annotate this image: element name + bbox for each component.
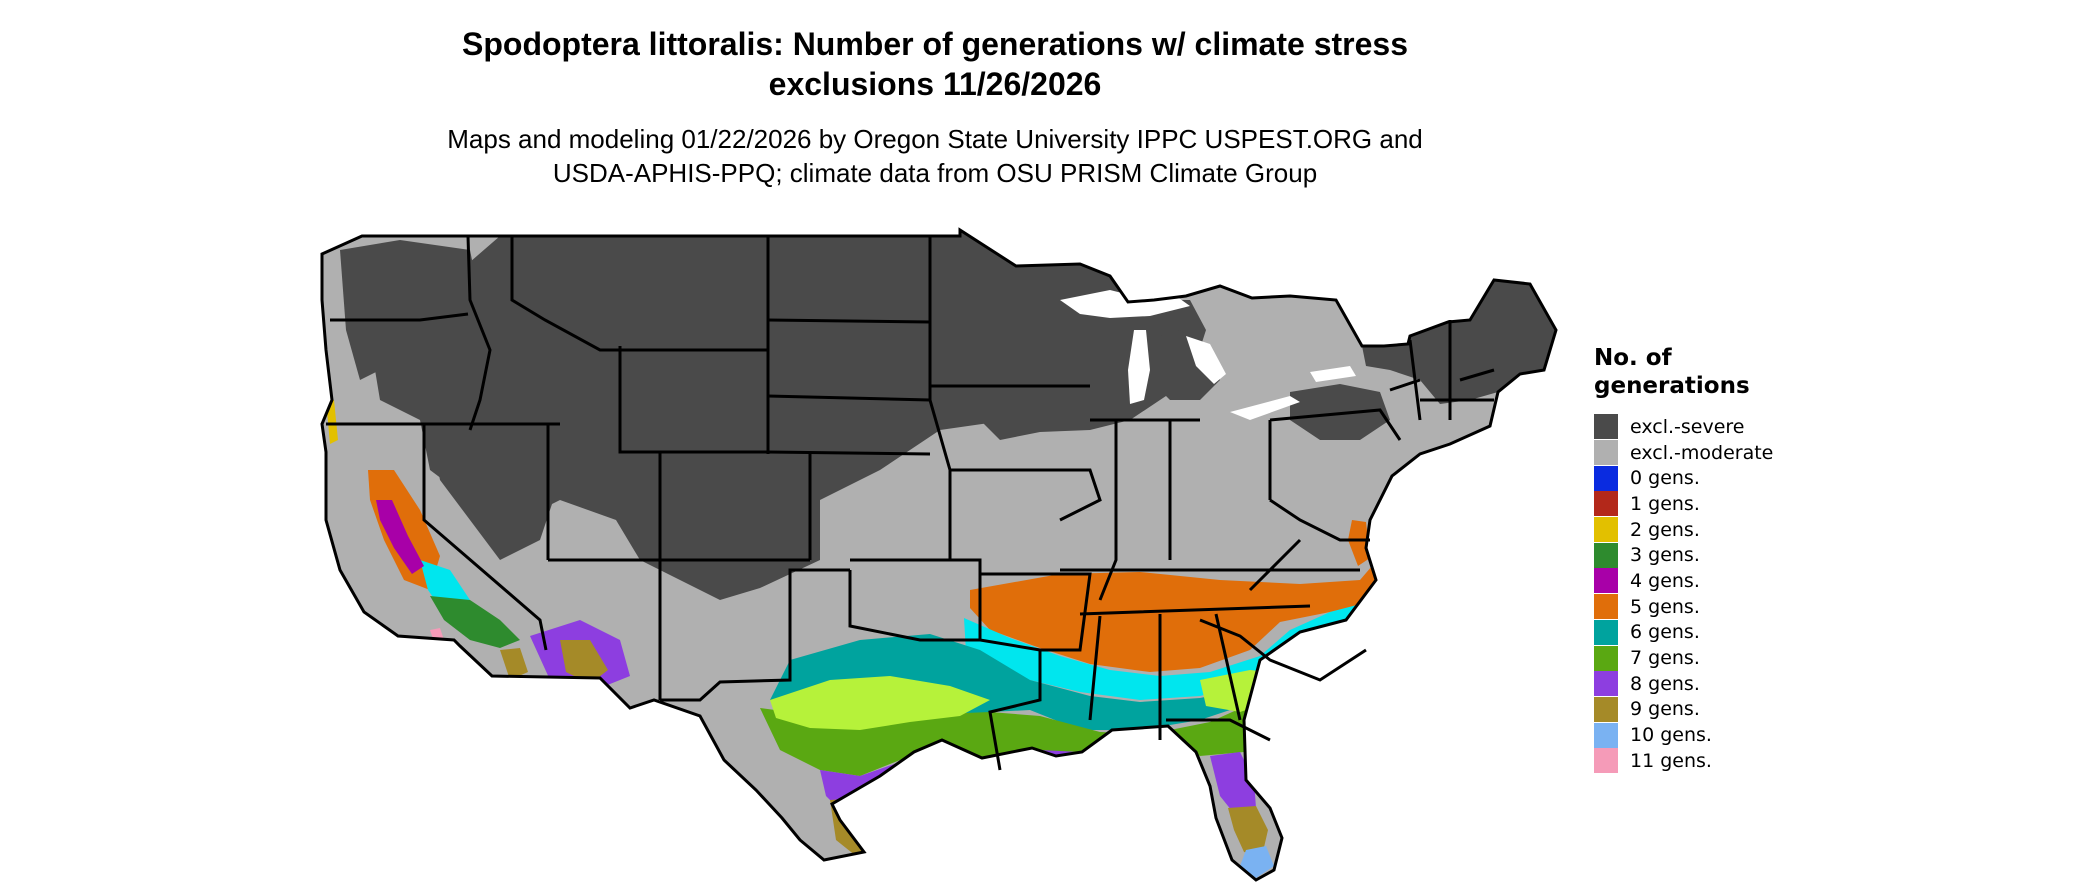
zone-6-gens-cyan-southeast — [964, 600, 1376, 700]
legend-label: 1 gens. — [1630, 492, 1700, 515]
legend-label: 4 gens. — [1630, 569, 1700, 592]
legend-swatch — [1594, 414, 1618, 440]
zone-9-gens-arizona — [560, 640, 608, 684]
legend-label: 0 gens. — [1630, 467, 1700, 490]
legend-item: 11 gens. — [1594, 748, 1854, 774]
zone-7-gens-lime-texas — [770, 676, 990, 730]
map-subtitle-line-1: Maps and modeling 01/22/2026 by Oregon S… — [447, 124, 1423, 154]
map-subtitle: Maps and modeling 01/22/2026 by Oregon S… — [0, 122, 1870, 190]
lake-huron — [1186, 336, 1226, 384]
legend-label: 5 gens. — [1630, 595, 1700, 618]
border-nd-sd-ne — [767, 318, 931, 456]
zone-excl-severe-great-basin — [430, 430, 560, 560]
state-borders — [320, 228, 1558, 882]
legend-swatch — [1594, 748, 1618, 774]
us-land — [322, 230, 1556, 880]
border-ca-nv — [422, 424, 548, 651]
legend-item: excl.-severe — [1594, 414, 1854, 440]
map-subtitle-line-2: USDA-APHIS-PPQ; climate data from OSU PR… — [552, 158, 1318, 188]
map-title: Spodoptera littoralis: Number of generat… — [0, 24, 1870, 104]
legend-item: 5 gens. — [1594, 594, 1854, 620]
border-nm-tx — [660, 568, 850, 702]
legend-item: 4 gens. — [1594, 568, 1854, 594]
legend-label: 2 gens. — [1630, 518, 1700, 541]
great-lakes — [1060, 290, 1356, 420]
zone-excl-severe-northwest — [340, 240, 480, 380]
legend-item: 1 gens. — [1594, 491, 1854, 517]
legend-swatch — [1594, 542, 1618, 568]
zone-9-gens-arizona-west — [500, 648, 528, 680]
legend-swatch — [1594, 722, 1618, 748]
zone-10-gens-florida — [1240, 846, 1274, 878]
border-mo-ar — [980, 572, 1092, 652]
legend-item: 2 gens. — [1594, 517, 1854, 543]
legend-title: No. of generations — [1594, 344, 1854, 400]
border-tx-ok-red — [848, 570, 980, 642]
legend-title-line-2: generations — [1594, 373, 1750, 399]
zone-3-gens-california — [430, 596, 520, 648]
legend-swatch — [1594, 440, 1618, 466]
lake-ontario — [1310, 366, 1356, 382]
legend-title-line-1: No. of — [1594, 345, 1672, 371]
border-nc-sc-ga — [1199, 613, 1367, 721]
zone-7-gens-gulf — [760, 688, 1300, 776]
legend-item: excl.-moderate — [1594, 440, 1854, 466]
zone-excl-severe-appalachian — [1290, 384, 1390, 440]
legend-label: 11 gens. — [1630, 749, 1712, 772]
border-ks-ok — [850, 558, 1041, 652]
zone-5-gens-virginia — [1348, 520, 1370, 566]
legend-item: 9 gens. — [1594, 696, 1854, 723]
border-va-wv — [1248, 498, 1370, 592]
border-wi-il-in — [1090, 418, 1200, 601]
legend: No. of generations excl.-severe excl.-mod… — [1594, 344, 1854, 774]
legend-swatch — [1594, 465, 1618, 491]
legend-item: 7 gens. — [1594, 645, 1854, 671]
legend-swatch — [1594, 491, 1618, 517]
legend-swatch — [1594, 671, 1618, 697]
border-wa-or — [330, 312, 469, 322]
border-new-england — [1408, 320, 1495, 421]
legend-swatch — [1594, 568, 1618, 594]
legend-label: 3 gens. — [1630, 544, 1700, 567]
legend-swatch — [1594, 645, 1618, 671]
legend-item: 6 gens. — [1594, 619, 1854, 646]
lake-michigan — [1128, 330, 1150, 404]
legend-label: 8 gens. — [1630, 672, 1700, 695]
legend-item: 10 gens. — [1594, 722, 1854, 748]
legend-label: 7 gens. — [1630, 647, 1700, 670]
border-id-west — [466, 235, 492, 431]
legend-item: 0 gens. — [1594, 465, 1854, 491]
border-mt-wy — [510, 236, 768, 352]
legend-swatch — [1594, 594, 1618, 620]
border-tn-ky — [1060, 568, 1360, 616]
legend-label: excl.-moderate — [1630, 441, 1774, 464]
lake-erie — [1230, 396, 1300, 420]
border-ms-al — [1088, 614, 1271, 742]
border-ia-mo — [950, 468, 1102, 522]
map-title-line-1: Spodoptera littoralis: Number of generat… — [462, 26, 1408, 62]
map-title-line-2: exclusions 11/26/2026 — [768, 66, 1102, 102]
legend-label: 9 gens. — [1630, 698, 1700, 721]
legend-swatch — [1594, 696, 1618, 722]
zone-8-gens-california-mid — [376, 500, 424, 574]
legend-item: 3 gens. — [1594, 542, 1854, 568]
legend-item: 8 gens. — [1594, 671, 1854, 697]
legend-items: excl.-severe excl.-moderate 0 gens. 1 gens.… — [1594, 414, 1854, 774]
legend-label: excl.-severe — [1630, 415, 1745, 438]
border-dakotas-east — [766, 236, 952, 560]
lake-superior — [1060, 290, 1190, 318]
legend-swatch — [1594, 517, 1618, 543]
legend-swatch — [1594, 619, 1618, 645]
border-ar-la — [988, 650, 1042, 771]
legend-label: 6 gens. — [1630, 621, 1700, 644]
legend-label: 10 gens. — [1630, 724, 1712, 747]
zone-9-gens-florida — [1228, 806, 1268, 856]
zone-5-gens-southeast — [970, 566, 1380, 672]
zone-excl-severe-northeast — [1362, 280, 1556, 404]
